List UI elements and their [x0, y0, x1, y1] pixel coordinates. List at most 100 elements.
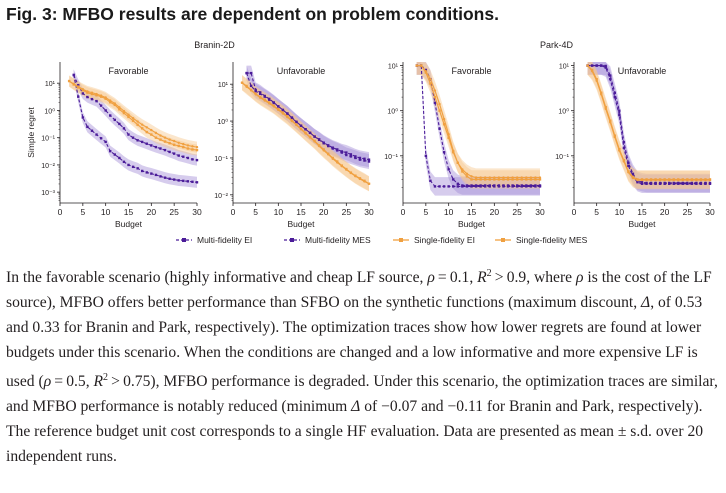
data-point [470, 178, 473, 181]
data-point [95, 133, 98, 136]
data-point [452, 185, 455, 188]
data-point [658, 178, 662, 182]
data-point [515, 178, 519, 181]
data-point [354, 174, 357, 178]
data-point [141, 127, 144, 130]
data-point [658, 182, 662, 185]
data-point [704, 178, 707, 182]
data-point [86, 91, 89, 94]
data-point [686, 178, 689, 182]
data-point [506, 176, 510, 179]
series-line [416, 65, 540, 187]
data-point [136, 167, 139, 170]
legend-swatch-marker [182, 238, 186, 242]
panel-title: Unfavorable [277, 66, 326, 76]
data-point [77, 83, 80, 87]
caption-text: = 0.1, [434, 269, 478, 287]
data-point [590, 68, 594, 72]
data-point [668, 178, 671, 182]
data-point [600, 93, 603, 96]
data-point [493, 176, 496, 179]
data-point [447, 133, 450, 136]
data-point [645, 178, 648, 182]
data-point [145, 142, 148, 145]
caption-symbol: Δ [641, 294, 651, 312]
data-point [609, 77, 612, 81]
data-point [159, 147, 162, 150]
data-point [99, 94, 103, 97]
data-point [136, 120, 139, 123]
data-point [118, 156, 121, 160]
data-point [141, 123, 144, 126]
data-point [367, 158, 371, 161]
data-point [433, 101, 437, 104]
data-point [640, 178, 644, 182]
data-point [104, 96, 107, 99]
data-point [186, 147, 190, 150]
data-point [438, 109, 441, 112]
data-point [479, 184, 482, 187]
data-point [90, 129, 94, 132]
data-point [631, 172, 635, 175]
data-point [363, 180, 366, 183]
data-point [534, 176, 537, 179]
x-tick-label: 0 [572, 207, 577, 217]
data-point [636, 178, 639, 182]
data-point [331, 147, 334, 150]
data-point [604, 64, 607, 68]
data-point [163, 136, 167, 139]
data-point [186, 156, 190, 160]
data-point [67, 79, 71, 83]
data-point [538, 178, 542, 181]
data-point [77, 85, 80, 88]
data-point [259, 96, 262, 99]
data-point [345, 151, 348, 154]
data-point [515, 184, 519, 187]
data-point [249, 71, 253, 75]
data-point [640, 181, 644, 184]
data-point [317, 138, 321, 142]
data-point [363, 157, 366, 160]
data-point [699, 182, 703, 185]
data-point [525, 184, 528, 187]
chart-panel: 0 5 10 15 20 25 30 10¹ 10⁰ 10⁻¹ 10⁻² Unfavorable Bud… [214, 62, 374, 229]
data-point [182, 142, 185, 146]
data-point [502, 178, 505, 181]
data-point [81, 92, 85, 95]
caption-symbol: Δ [351, 397, 361, 415]
data-point [172, 152, 176, 155]
data-point [442, 151, 446, 154]
data-point [331, 157, 334, 160]
data-point [182, 145, 185, 149]
series-line [587, 65, 710, 180]
data-point [109, 114, 112, 117]
data-point [186, 144, 190, 147]
data-point [358, 156, 362, 160]
data-point [484, 184, 487, 187]
caption-text: = 0.5, [51, 373, 94, 390]
data-point [127, 113, 130, 116]
data-point [308, 136, 312, 139]
data-point [645, 182, 648, 185]
data-point [349, 171, 353, 175]
data-point [484, 178, 487, 181]
data-point [438, 102, 441, 106]
x-tick-label: 0 [58, 207, 63, 217]
panel-title: Favorable [108, 66, 148, 76]
data-point [470, 175, 473, 178]
legend-swatch-marker [399, 238, 403, 242]
data-point [127, 115, 130, 119]
data-point [497, 176, 501, 179]
data-point [438, 185, 441, 188]
data-point [317, 144, 321, 148]
data-point [150, 133, 153, 136]
data-point [424, 154, 428, 158]
data-point [695, 182, 698, 185]
data-point [195, 181, 199, 184]
data-point [622, 146, 626, 150]
data-point [497, 184, 501, 187]
data-point [191, 148, 194, 151]
data-point [534, 184, 537, 187]
data-point [520, 176, 523, 179]
data-point [622, 160, 626, 163]
